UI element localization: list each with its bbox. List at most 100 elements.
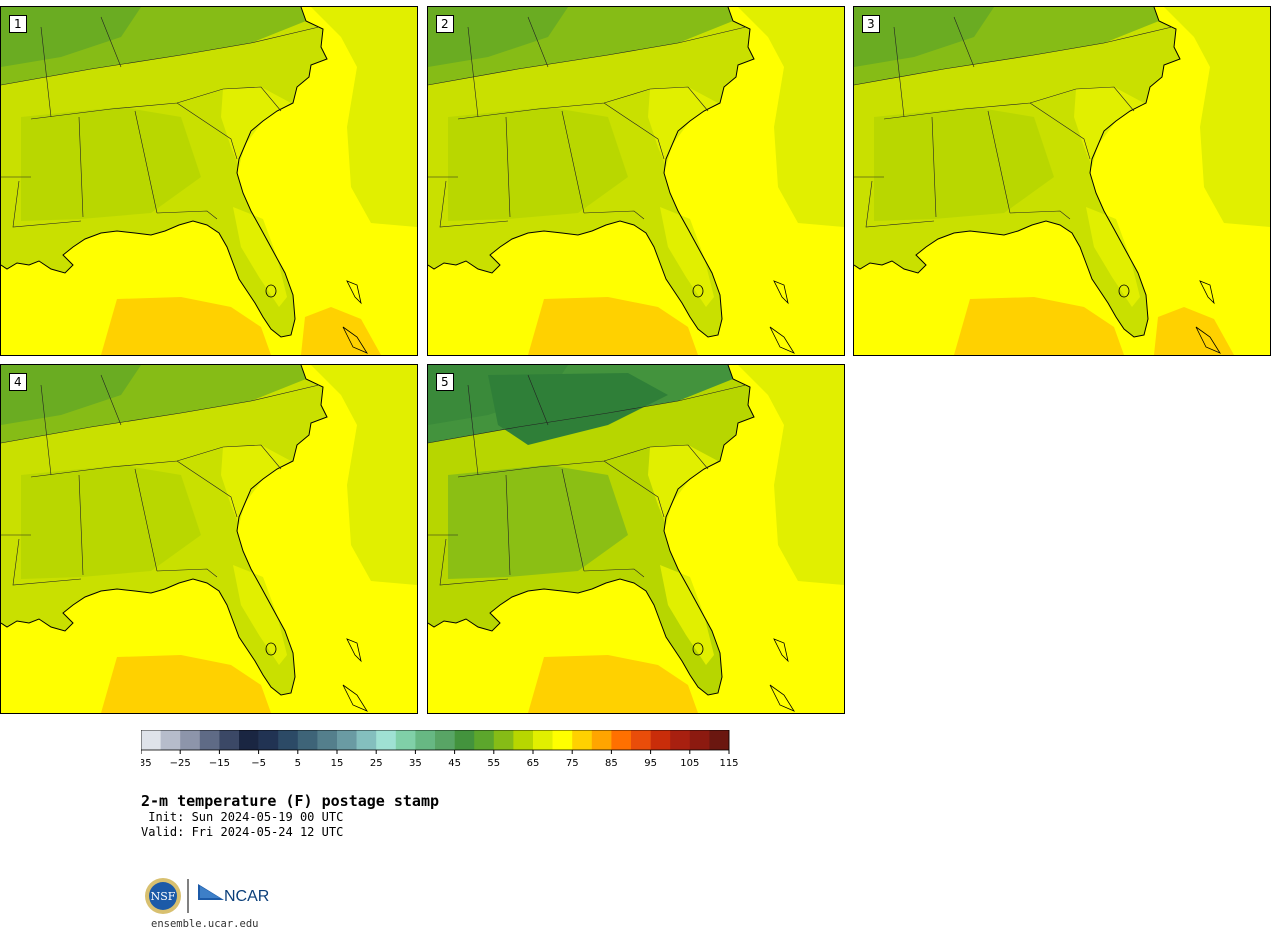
lake-outline xyxy=(1118,284,1130,298)
nsf-seal-icon: NSF xyxy=(145,878,181,914)
mountain-cool xyxy=(1,7,141,67)
offshore-cool-water xyxy=(738,365,844,585)
colorbar-cell xyxy=(376,730,397,750)
map-panel-5: 5 xyxy=(427,364,845,714)
colorbar-tick-label: 35 xyxy=(409,758,422,769)
colorbar-cell xyxy=(317,730,338,750)
gulf-warm-water xyxy=(528,655,698,713)
colorbar-cell xyxy=(591,730,612,750)
colorbar-cell xyxy=(199,730,220,750)
bahamas-outline xyxy=(342,280,369,354)
temperature-map xyxy=(1,7,417,355)
panel-number-label: 5 xyxy=(436,373,454,391)
ncar-text: NCAR xyxy=(224,888,269,905)
gulf-warm-water xyxy=(954,297,1124,355)
interior-region xyxy=(448,465,628,579)
bahamas-outline xyxy=(769,280,796,354)
state-borders xyxy=(428,374,747,586)
lake-outline xyxy=(692,284,704,298)
colorbar-cell xyxy=(356,730,377,750)
coastline xyxy=(1,365,328,696)
bahamas-outline xyxy=(769,638,796,712)
panel-number-label: 2 xyxy=(436,15,454,33)
appalachian-cool xyxy=(488,373,668,445)
florida-warm xyxy=(233,207,287,307)
mountain-cool xyxy=(854,7,994,67)
colorbar-cell xyxy=(239,730,259,750)
florida-warm xyxy=(1086,207,1140,307)
florida-warm xyxy=(233,565,287,665)
colorbar-tick-label: 75 xyxy=(566,758,579,769)
colorbar-tick-label: −15 xyxy=(209,758,230,769)
colorbar-cell xyxy=(454,730,475,750)
temperature-map xyxy=(854,7,1270,355)
florida-warm xyxy=(660,565,714,665)
temperature-map xyxy=(1,365,417,713)
colorbar-cell xyxy=(611,730,632,750)
colorbar-cell xyxy=(219,730,240,750)
colorbar-cell xyxy=(689,730,710,750)
gulf-warm-water xyxy=(528,297,698,355)
bahamas-outline xyxy=(1195,280,1222,354)
temperature-map xyxy=(428,365,844,713)
colorbar-cell xyxy=(709,730,730,750)
panel-number-label: 4 xyxy=(9,373,27,391)
coastline xyxy=(428,365,755,696)
temperature-map xyxy=(428,7,844,355)
colorbar-tick-label: 105 xyxy=(680,758,699,769)
colorbar-tick-label: 95 xyxy=(644,758,657,769)
colorbar-cell xyxy=(552,730,573,750)
offshore-cool-water xyxy=(311,365,417,585)
map-panel-1: 1 xyxy=(0,6,418,356)
colorbar-cell xyxy=(337,730,357,750)
mountain-cool xyxy=(428,7,568,67)
interior-region xyxy=(21,107,201,221)
map-panel-4: 4 xyxy=(0,364,418,714)
colorbar-cell xyxy=(631,730,651,750)
chart-title: 2-m temperature (F) postage stamp xyxy=(141,792,440,810)
coastline xyxy=(854,7,1181,338)
colorbar-tick-label: −5 xyxy=(251,758,266,769)
colorbar-tick-label: 65 xyxy=(527,758,540,769)
coastline xyxy=(1,7,328,338)
mountain-cool xyxy=(1,365,141,425)
colorbar-tick-label: 45 xyxy=(448,758,461,769)
state-borders xyxy=(1,16,320,228)
map-panel-2: 2 xyxy=(427,6,845,356)
colorbar-cell xyxy=(297,730,318,750)
lake-outline xyxy=(692,642,704,656)
interior-region xyxy=(874,107,1054,221)
colorbar-tick-label: 25 xyxy=(370,758,383,769)
offshore-cool-water xyxy=(311,7,417,227)
colorbar-tick-label: 55 xyxy=(487,758,500,769)
site-url: ensemble.ucar.edu xyxy=(151,918,259,930)
offshore-cool-water xyxy=(738,7,844,227)
map-panel-3: 3 xyxy=(853,6,1271,356)
valid-time: Valid: Fri 2024-05-24 12 UTC xyxy=(141,825,344,839)
bahamas-outline xyxy=(342,638,369,712)
state-borders xyxy=(854,16,1173,228)
colorbar-cell xyxy=(513,730,534,750)
gulf-warm-water xyxy=(101,297,271,355)
ncar-logo-icon: NCAR xyxy=(198,884,269,905)
interior-region xyxy=(448,107,628,221)
state-borders xyxy=(428,16,747,228)
colorbar-cell xyxy=(435,730,455,750)
lake-outline xyxy=(265,284,277,298)
offshore-cool-water xyxy=(1164,7,1270,227)
colorbar-cell xyxy=(493,730,514,750)
panel-number-label: 3 xyxy=(862,15,880,33)
colorbar: −35 −25 −15 −5 5 15 25 35 45 55 65 75 85 95 105 115 xyxy=(141,730,739,769)
colorbar-cell xyxy=(533,730,553,750)
colorbar-cell xyxy=(141,730,161,750)
colorbar-cell xyxy=(670,730,691,750)
colorbar-tick-label: −35 xyxy=(141,758,152,769)
colorbar-tick-label: 5 xyxy=(295,758,301,769)
florida-warm xyxy=(660,207,714,307)
colorbar-cell xyxy=(160,730,181,750)
panel-number-label: 1 xyxy=(9,15,27,33)
colorbar-tick-label: 115 xyxy=(719,758,738,769)
coastline xyxy=(428,7,755,338)
colorbar-cell xyxy=(395,730,416,750)
interior-region xyxy=(21,465,201,579)
